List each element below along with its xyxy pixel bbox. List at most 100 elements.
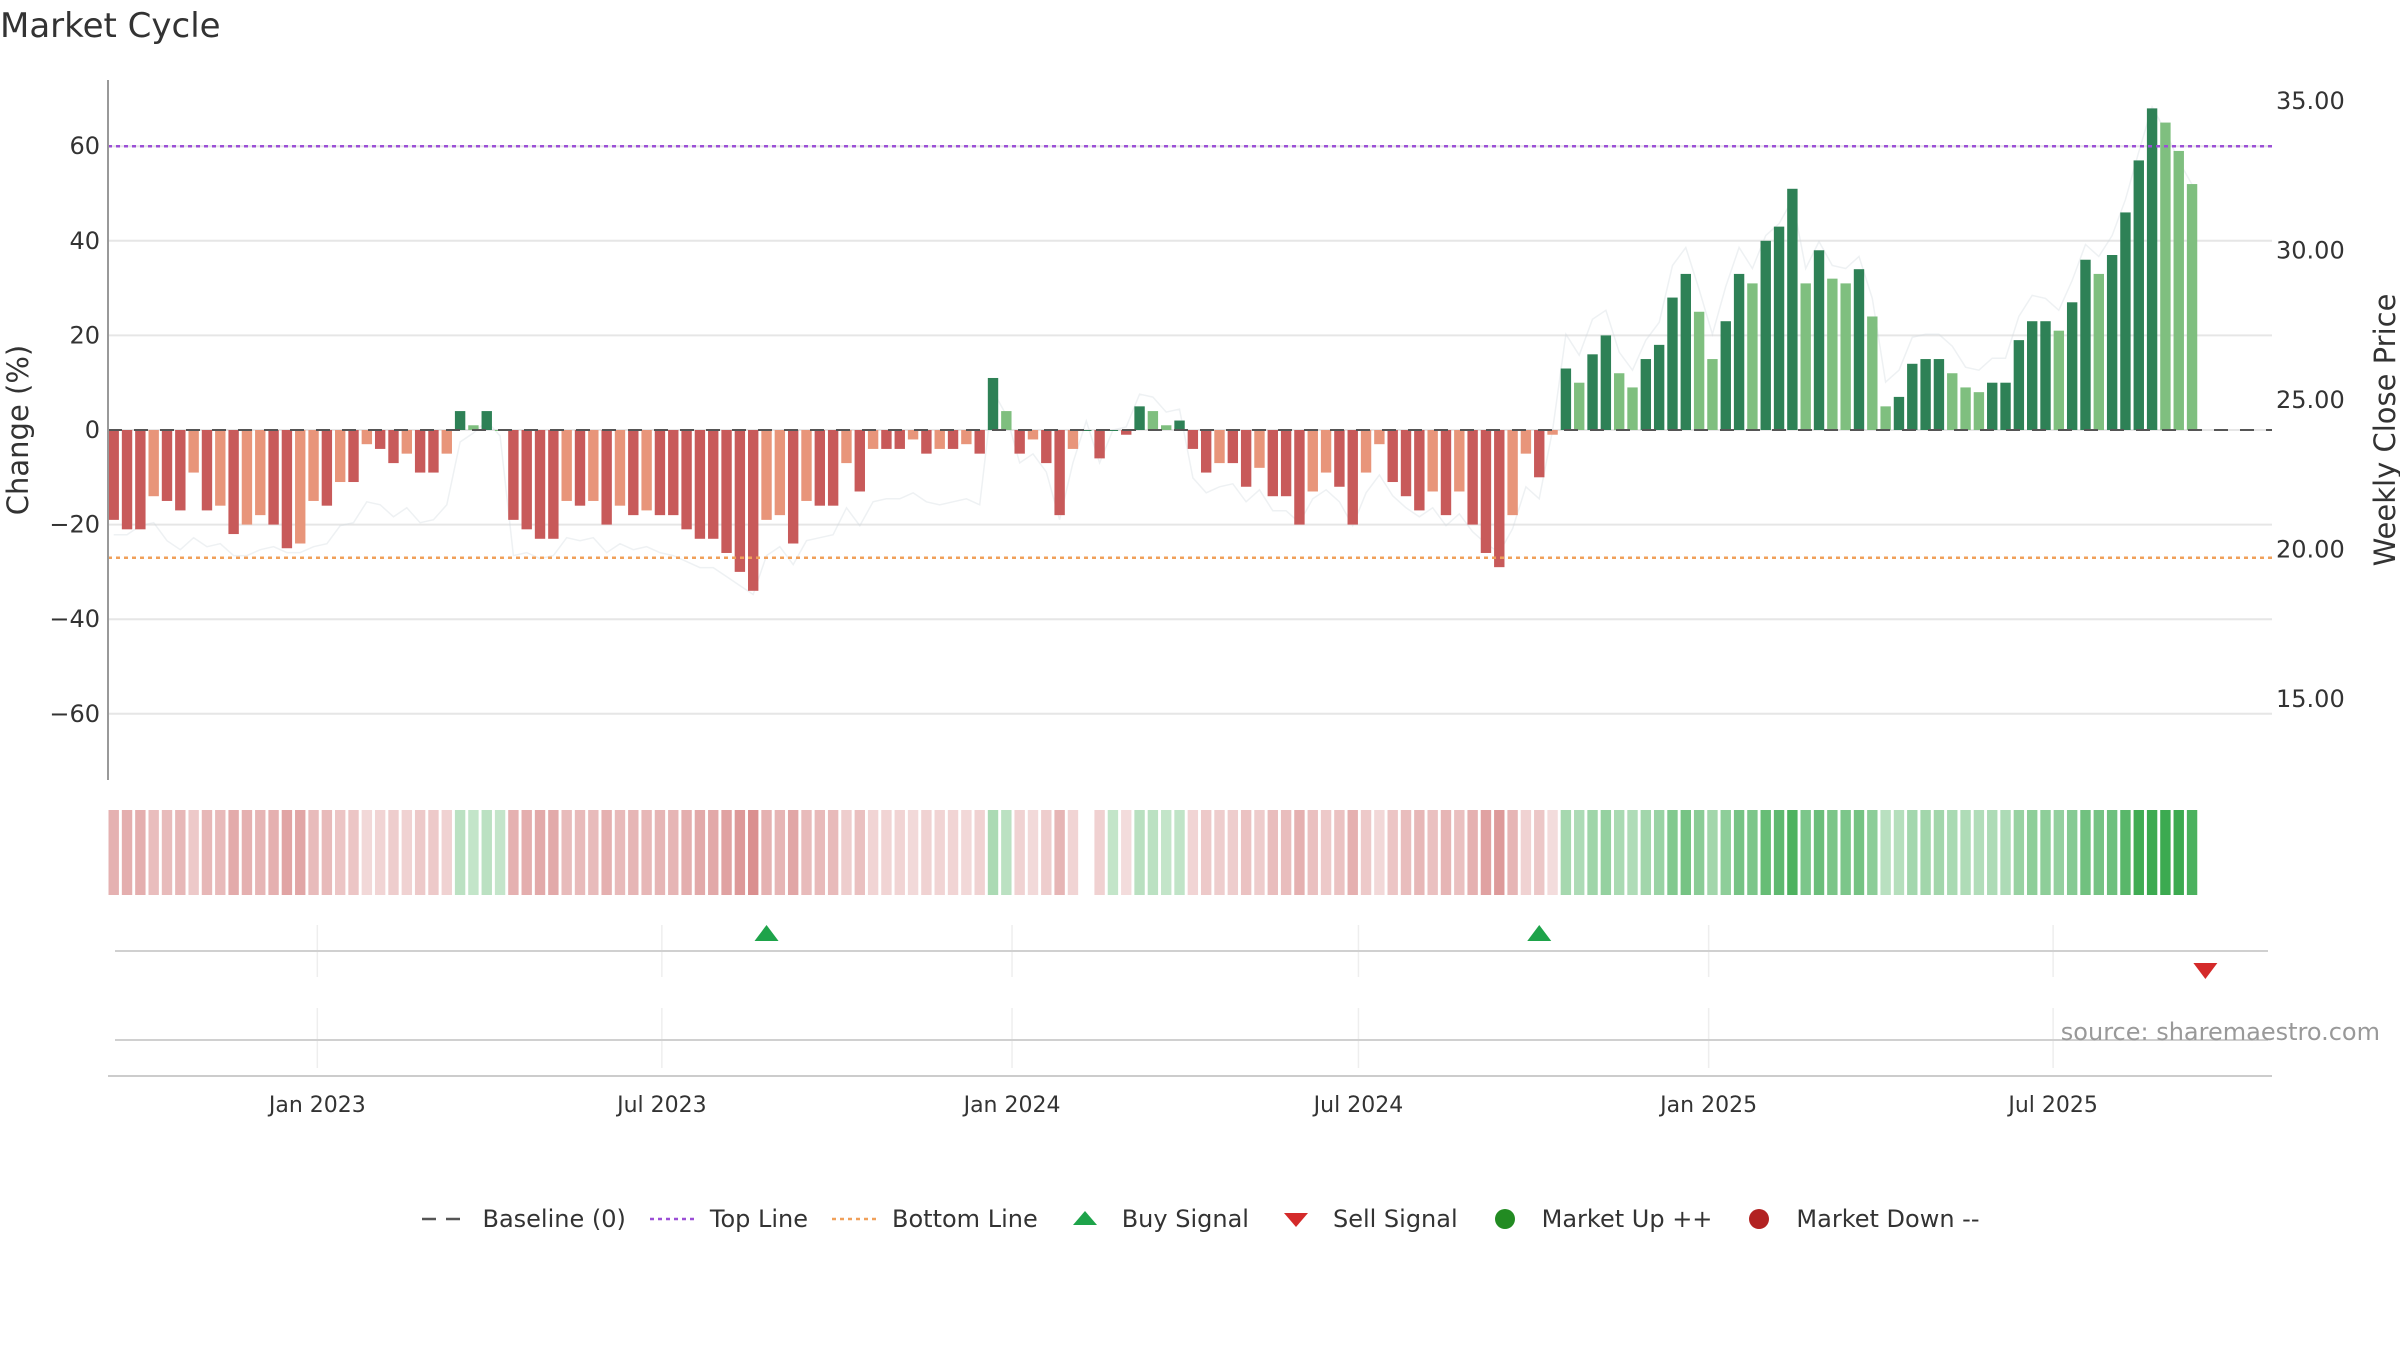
heat-cell: [1520, 810, 1532, 895]
bar: [521, 430, 532, 530]
heat-cell: [1107, 810, 1119, 895]
bar: [1187, 430, 1199, 449]
heat-cell: [1067, 810, 1079, 895]
bar: [1827, 278, 1838, 430]
heat-cell: [1214, 810, 1225, 895]
heat-cell: [161, 810, 173, 895]
bar: [1933, 359, 1945, 430]
bar: [548, 430, 559, 539]
heat-cell: [2093, 810, 2104, 895]
dashed-line-icon: [422, 1217, 469, 1221]
heat-cell: [1667, 810, 1678, 895]
bar: [748, 430, 759, 591]
y-tick-label: 60: [69, 132, 100, 160]
bar: [1587, 354, 1598, 430]
bar: [907, 430, 919, 440]
bar: [175, 430, 186, 511]
bar: [1600, 335, 1612, 430]
bar: [1880, 406, 1891, 430]
heat-cell: [1294, 810, 1305, 895]
heat-cell: [2053, 810, 2065, 895]
red-dot-icon: [1749, 1209, 1770, 1229]
heat-cell: [534, 810, 546, 895]
heat-cell: [388, 810, 399, 895]
bar: [1027, 430, 1039, 440]
heat-strip: [108, 810, 2198, 895]
heat-cell: [2133, 810, 2144, 895]
heat-cell: [1334, 810, 1345, 895]
heat-cell: [947, 810, 959, 895]
bar: [574, 430, 586, 506]
bar: [161, 430, 173, 501]
bar: [1680, 273, 1691, 430]
bar: [1920, 359, 1931, 430]
legend-item: Top Line: [648, 1205, 808, 1233]
bar: [228, 430, 239, 535]
heat-cell: [1467, 810, 1478, 895]
bar: [1574, 382, 1585, 430]
bar: [881, 430, 892, 449]
bar: [721, 430, 732, 553]
bar: [2186, 184, 2198, 430]
heat-cell: [1347, 810, 1358, 895]
bar: [454, 411, 466, 430]
heat-cell: [348, 810, 359, 895]
heat-cell: [268, 810, 279, 895]
heat-cell: [867, 810, 879, 895]
heat-cell: [614, 810, 626, 895]
bar: [1094, 430, 1105, 459]
bar: [614, 430, 626, 506]
bar: [1254, 430, 1265, 468]
heat-cell: [494, 810, 506, 895]
heat-cell: [1587, 810, 1598, 895]
bar: [1960, 387, 1971, 430]
legend-label: Buy Signal: [1121, 1205, 1249, 1233]
y-tick-label: 40: [69, 227, 100, 255]
bar: [1720, 321, 1731, 430]
heat-cell: [774, 810, 786, 895]
heat-cell: [827, 810, 839, 895]
bar: [348, 430, 359, 483]
heat-cell: [1374, 810, 1385, 895]
bar: [1454, 430, 1465, 492]
heat-cell: [841, 810, 852, 895]
heat-cell: [1853, 810, 1865, 895]
heat-cell: [295, 810, 306, 895]
bar: [481, 411, 492, 430]
legend-label: Baseline (0): [482, 1205, 626, 1233]
heat-cell: [1054, 810, 1065, 895]
bar: [1414, 430, 1425, 511]
buy-signal-marker: [754, 925, 779, 941]
legend-label: Sell Signal: [1332, 1205, 1458, 1233]
bar: [388, 430, 399, 464]
heat-cell: [2040, 810, 2051, 895]
bar: [867, 430, 879, 449]
bar: [2120, 212, 2131, 430]
heat-cell: [734, 810, 746, 895]
heat-cell: [1693, 810, 1705, 895]
heat-cell: [1987, 810, 1998, 895]
bar: [2093, 273, 2104, 430]
heat-cell: [787, 810, 799, 895]
bar: [121, 430, 133, 530]
bar: [241, 430, 253, 525]
bar: [1267, 430, 1278, 497]
bar: [2173, 150, 2184, 430]
heat-cell: [628, 810, 639, 895]
heat-cell: [1320, 810, 1332, 895]
heat-cell: [1600, 810, 1612, 895]
heat-cell: [1454, 810, 1465, 895]
bar: [708, 430, 719, 539]
y2-tick-label: 30.00: [2276, 237, 2345, 265]
bar: [947, 430, 959, 449]
bar: [601, 430, 612, 525]
y-tick-label: 20: [69, 321, 100, 349]
heat-cell: [1001, 810, 1012, 895]
heat-cell: [1813, 810, 1825, 895]
y2-tick-label: 35.00: [2276, 87, 2345, 115]
bar: [628, 430, 639, 516]
bar: [761, 430, 772, 520]
heat-cell: [748, 810, 759, 895]
heat-cell: [1227, 810, 1239, 895]
bar: [1067, 430, 1079, 449]
